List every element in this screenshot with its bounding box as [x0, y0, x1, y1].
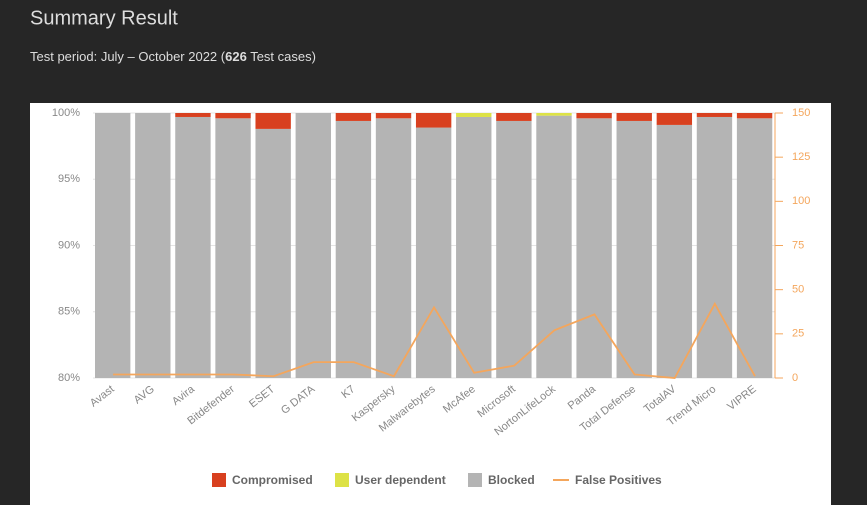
legend-swatch: [335, 473, 349, 487]
bar-segment: [616, 120, 652, 378]
bar-segment: [175, 116, 211, 378]
y2-tick-label: 25: [792, 328, 804, 340]
y-tick-label: 90%: [58, 239, 80, 251]
bar-segment: [456, 116, 492, 378]
y-tick-label: 100%: [52, 107, 80, 119]
bar-segment: [215, 113, 251, 119]
bar-segment: [656, 113, 693, 125]
bar-segment: [736, 118, 773, 379]
y-tick-label: 80%: [58, 372, 80, 384]
y2-tick-label: 0: [792, 372, 798, 384]
bar-segment: [736, 113, 773, 119]
bar-segment: [415, 127, 452, 378]
page-title: Summary Result: [30, 7, 178, 29]
subtitle-count: 626: [225, 49, 247, 64]
bar-segment: [255, 113, 291, 129]
bar-segment: [375, 118, 412, 379]
bar-segment: [616, 113, 652, 121]
bar-segment: [415, 113, 452, 128]
legend-label: Blocked: [488, 473, 535, 487]
subtitle: Test period: July – October 2022 (626 Te…: [30, 49, 316, 64]
bar-segment: [696, 113, 733, 117]
bar-segment: [576, 118, 612, 379]
bar-segment: [215, 118, 251, 379]
legend-swatch: [468, 473, 482, 487]
bar-segment: [496, 113, 532, 121]
y-tick-label: 95%: [58, 173, 80, 185]
y2-tick-label: 150: [792, 107, 810, 119]
legend-label: False Positives: [575, 473, 662, 487]
bar-segment: [536, 115, 572, 379]
bar-segment: [175, 113, 211, 117]
bar-segment: [456, 113, 492, 117]
bar-segment: [656, 124, 693, 378]
y2-tick-label: 50: [792, 284, 804, 296]
y2-tick-label: 75: [792, 239, 804, 251]
subtitle-end: Test cases): [247, 49, 316, 64]
line-series: [113, 301, 756, 379]
legend-label: User dependent: [355, 473, 446, 487]
bar-segment: [295, 113, 331, 378]
y2-tick-label: 100: [792, 195, 810, 207]
bar-segment: [696, 116, 733, 378]
bar-segment: [255, 128, 291, 378]
bar-segment: [576, 113, 612, 119]
subtitle-start: Test period: July – October 2022 (: [30, 49, 226, 64]
bar-segment: [375, 113, 412, 119]
y-tick-label: 85%: [58, 306, 80, 318]
bar-segment: [335, 113, 372, 121]
legend-swatch: [212, 473, 226, 487]
y2-tick-label: 125: [792, 151, 810, 163]
bar-segment: [335, 120, 372, 378]
bar-segment: [496, 120, 532, 378]
legend-label: Compromised: [232, 473, 313, 487]
bar-segment: [135, 113, 171, 378]
bar-segment: [95, 113, 131, 378]
bar-segment: [536, 113, 572, 116]
